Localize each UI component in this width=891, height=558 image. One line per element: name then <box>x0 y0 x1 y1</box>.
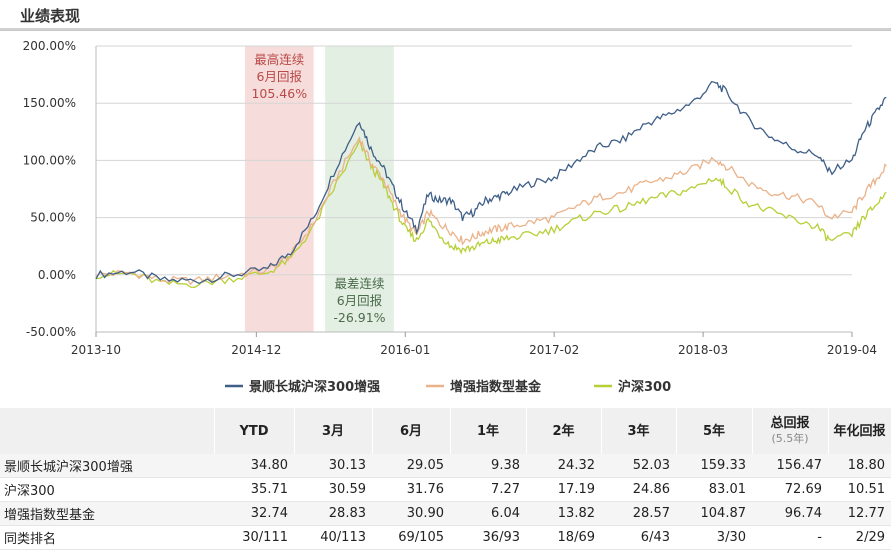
annotation-shade <box>325 46 394 332</box>
header-divider <box>0 28 891 30</box>
cell-value: 52.03 <box>601 454 676 478</box>
series-line <box>95 135 887 286</box>
table-header-row: YTD 3月 6月 1年 2年 3年 5年 总回报 (5.5年) 年化回报 <box>0 408 891 454</box>
y-tick-label: 100.00% <box>23 153 76 167</box>
legend-label: 景顺长城沪深300增强 <box>249 379 380 395</box>
table-row: 增强指数型基金 32.74 28.83 30.90 6.04 13.82 28.57 104.… <box>0 501 891 526</box>
performance-chart: 200.00% 150.00% 100.00% 50.00% 0.00% -50.00% 2… <box>23 39 887 395</box>
table-header-3m: 3月 <box>294 408 373 454</box>
cell-value: 32.74 <box>214 501 294 526</box>
cell-value: 69/105 <box>372 525 450 550</box>
table-header-name <box>0 408 215 454</box>
table-header-ytd: YTD <box>214 408 295 454</box>
table-row: 同类排名 30/111 40/113 69/105 36/93 18/69 6/43 3/30… <box>0 525 891 550</box>
legend-label: 沪深300 <box>618 379 671 395</box>
y-tick-label: 150.00% <box>23 96 76 110</box>
row-name: 沪深300 <box>0 477 214 502</box>
cell-value: 30/111 <box>214 525 294 550</box>
cell-value: 104.87 <box>676 501 752 526</box>
row-name: 增强指数型基金 <box>0 501 214 526</box>
annotation-text: 6月回报 <box>257 69 303 84</box>
cell-value: 29.05 <box>372 454 450 478</box>
x-tick-label: 2016-01 <box>380 343 430 357</box>
table-header-5y: 5年 <box>676 408 753 454</box>
cell-value: 24.32 <box>526 454 601 478</box>
cell-value: 9.38 <box>450 454 526 478</box>
table-row: 景顺长城沪深300增强 34.80 30.13 29.05 9.38 24.32 52.03… <box>0 454 891 478</box>
cell-value: 156.47 <box>752 454 828 478</box>
y-tick-label: 50.00% <box>30 211 76 225</box>
performance-table: YTD 3月 6月 1年 2年 3年 5年 总回报 (5.5年) 年化回报 景顺… <box>0 408 891 550</box>
cell-value: 12.77 <box>828 501 891 526</box>
row-name: 景顺长城沪深300增强 <box>0 454 214 478</box>
cell-value: 2/29 <box>828 525 891 550</box>
cell-value: 6/43 <box>601 525 676 550</box>
cell-value: 30.13 <box>294 454 372 478</box>
cell-value: 7.27 <box>450 477 526 502</box>
row-name: 同类排名 <box>0 525 214 550</box>
cell-value: 18/69 <box>526 525 601 550</box>
series-line <box>95 80 887 285</box>
annotation-text: 6月回报 <box>337 293 383 308</box>
cell-value: 31.76 <box>372 477 450 502</box>
section-header: 业绩表现 <box>0 0 891 31</box>
x-tick-label: 2018-03 <box>678 343 728 357</box>
table-header-1y: 1年 <box>450 408 527 454</box>
x-tick-label: 2014-12 <box>231 343 281 357</box>
y-tick-label: 0.00% <box>38 268 76 282</box>
annotation-text: 最高连续 <box>254 52 304 67</box>
cell-value: 72.69 <box>752 477 828 502</box>
cell-value: 159.33 <box>676 454 752 478</box>
annotation-text: 105.46% <box>251 86 307 101</box>
x-tick-label: 2017-02 <box>529 343 579 357</box>
y-tick-label: 200.00% <box>23 39 76 53</box>
cell-value: 28.57 <box>601 501 676 526</box>
table-header-total: 总回报 (5.5年) <box>752 408 829 454</box>
x-tick-label: 2013-10 <box>71 343 121 357</box>
cell-value: 35.71 <box>214 477 294 502</box>
cell-value: 96.74 <box>752 501 828 526</box>
cell-value: 10.51 <box>828 477 891 502</box>
cell-value: 83.01 <box>676 477 752 502</box>
table-header-annual: 年化回报 <box>828 408 891 454</box>
cell-value: 13.82 <box>526 501 601 526</box>
cell-value: 30.59 <box>294 477 372 502</box>
section-title: 业绩表现 <box>20 7 81 25</box>
cell-value: 28.83 <box>294 501 372 526</box>
cell-value: 30.90 <box>372 501 450 526</box>
annotation-shade <box>244 46 314 332</box>
x-tick-label: 2019-04 <box>827 343 877 357</box>
table-header-6m: 6月 <box>372 408 451 454</box>
cell-value: 18.80 <box>828 454 891 478</box>
table-header-2y: 2年 <box>526 408 602 454</box>
y-tick-label: -50.00% <box>26 325 76 339</box>
cell-value: 34.80 <box>214 454 294 478</box>
series-line <box>95 139 887 288</box>
cell-value: 17.19 <box>526 477 601 502</box>
table-header-total-label: 总回报 <box>770 416 810 431</box>
cell-value: 36/93 <box>450 525 526 550</box>
annotation-text: 最差连续 <box>334 276 384 291</box>
cell-value: 6.04 <box>450 501 526 526</box>
table-header-total-sub: (5.5年) <box>771 432 809 445</box>
table-row: 沪深300 35.71 30.59 31.76 7.27 17.19 24.86 83.01 7… <box>0 477 891 502</box>
annotation-text: -26.91% <box>333 310 385 325</box>
table-header-3y: 3年 <box>601 408 677 454</box>
cell-value: 40/113 <box>294 525 372 550</box>
cell-value: 3/30 <box>676 525 752 550</box>
cell-value: 24.86 <box>601 477 676 502</box>
legend-label: 增强指数型基金 <box>450 379 542 395</box>
cell-value: - <box>752 525 828 550</box>
